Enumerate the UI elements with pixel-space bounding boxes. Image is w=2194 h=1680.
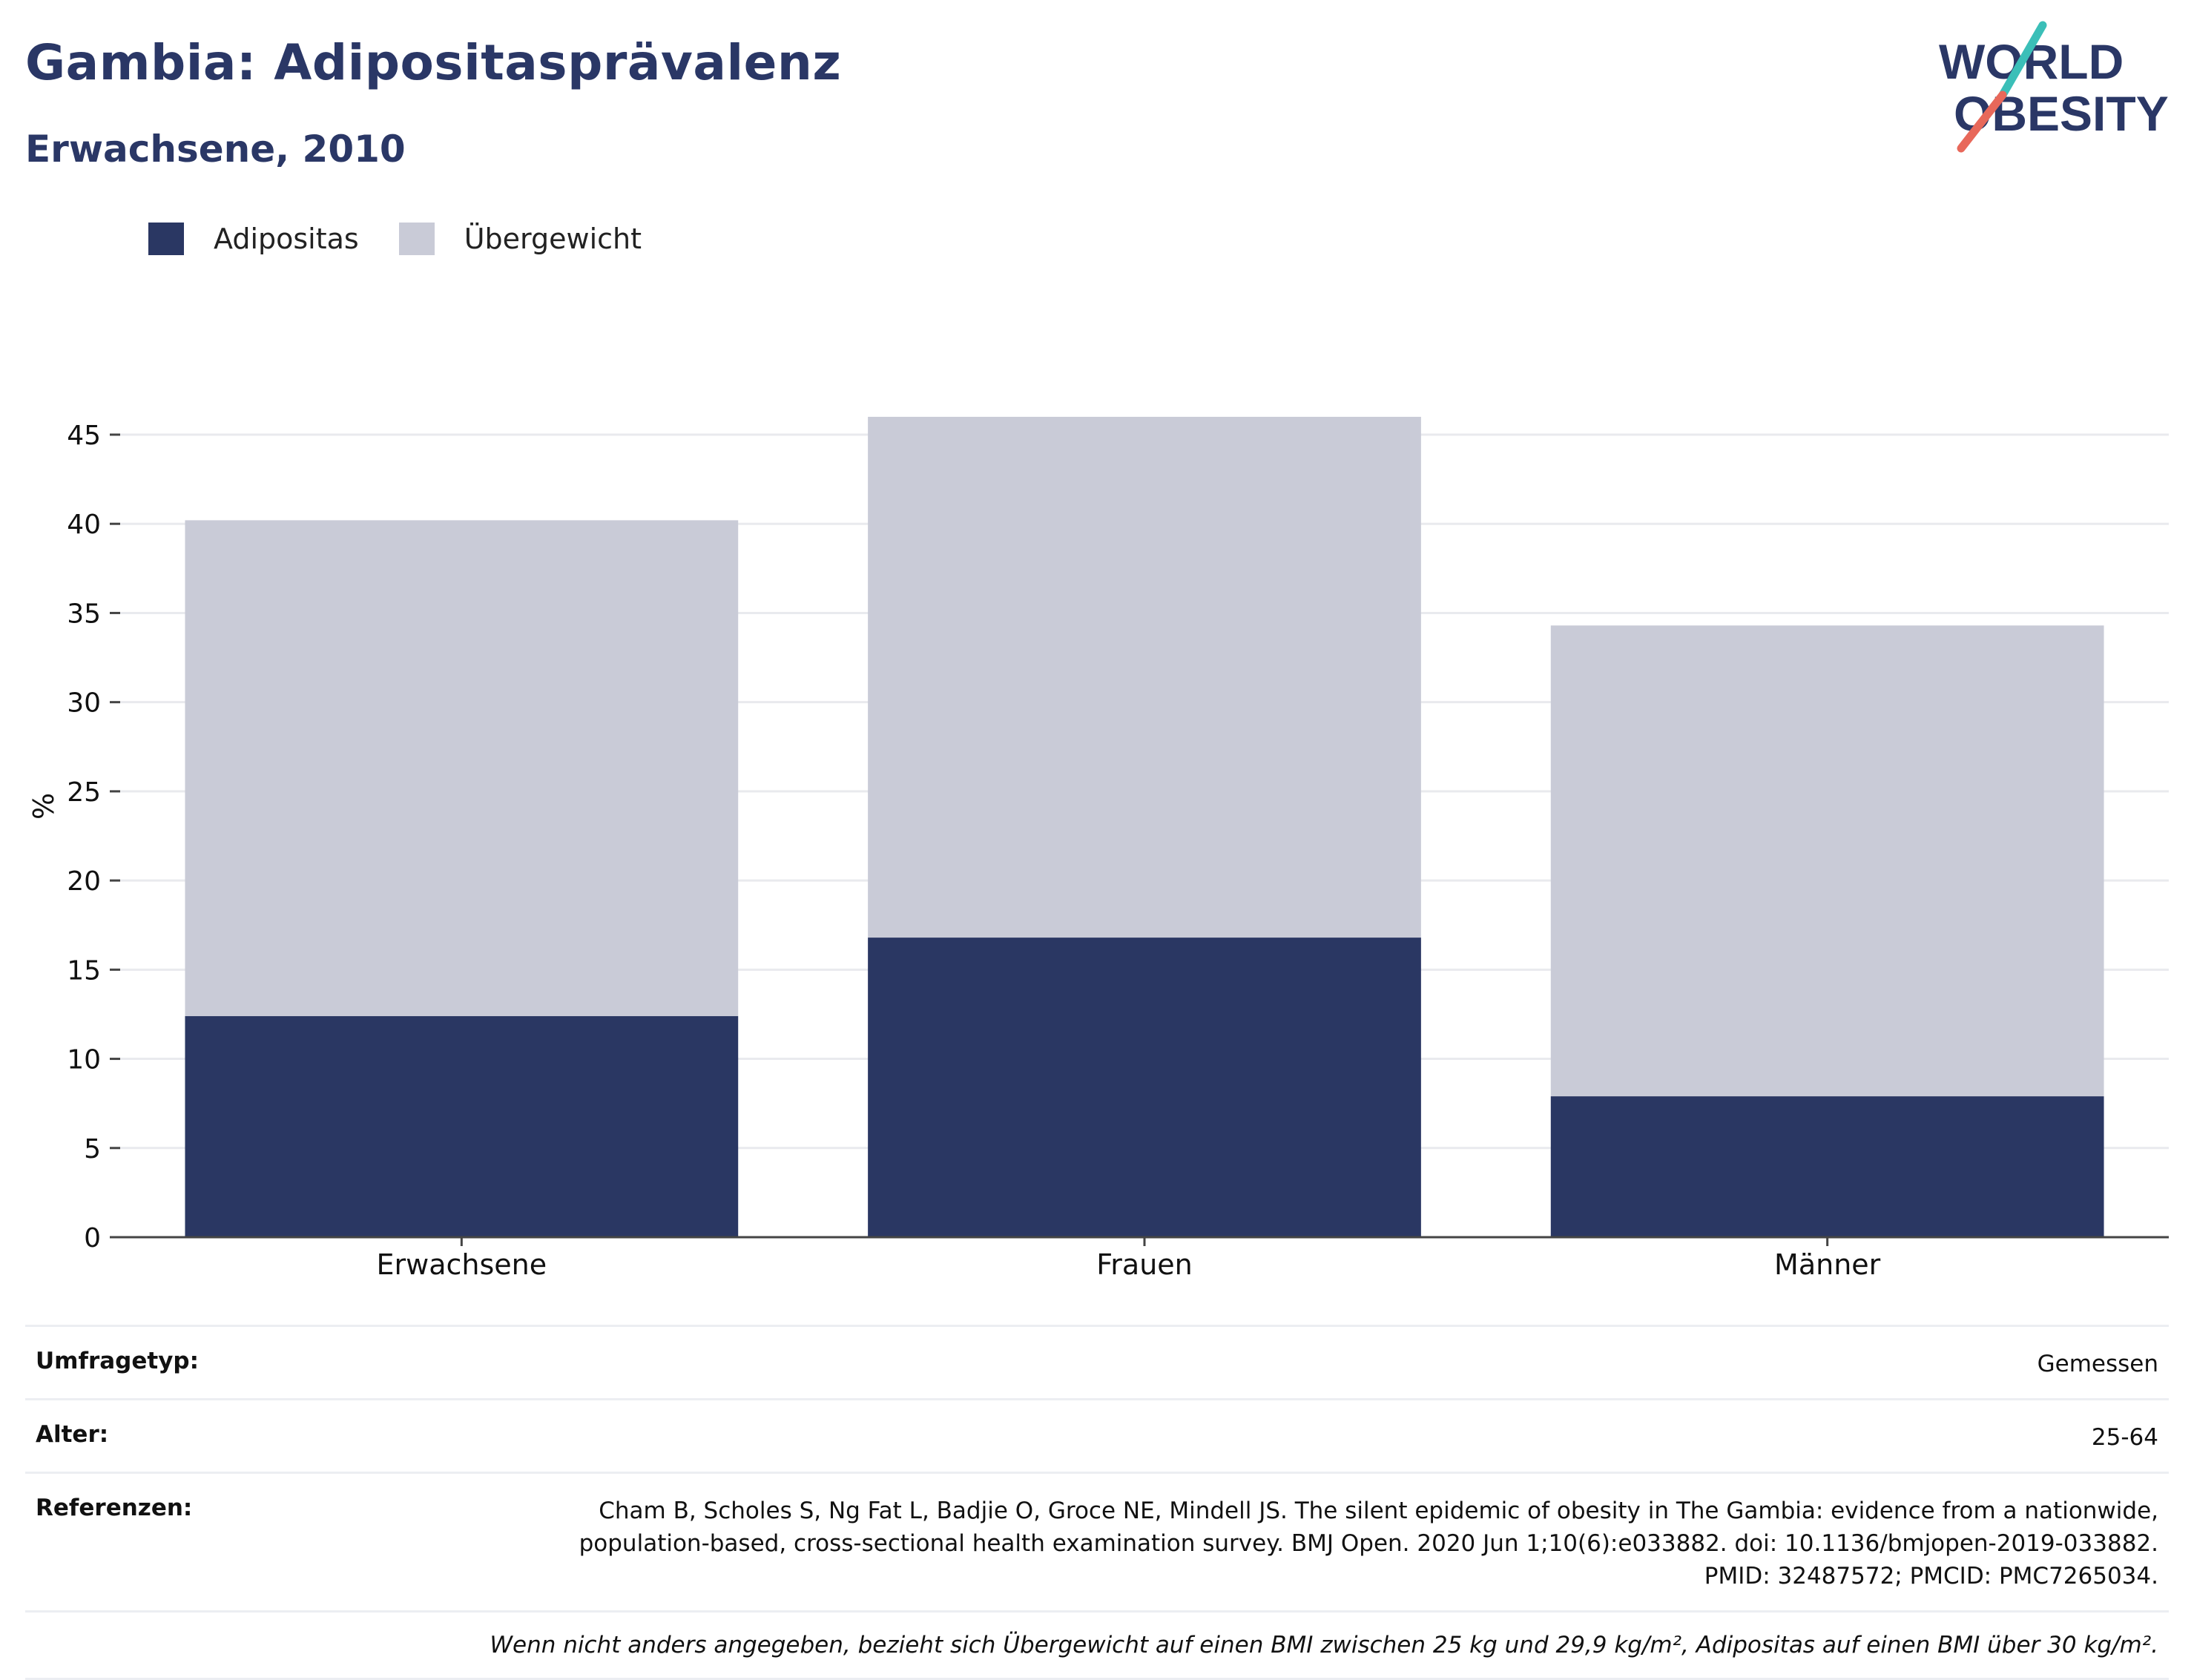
references-value: Cham B, Scholes S, Ng Fat L, Badjie O, G…	[579, 1498, 2158, 1590]
legend-label-adipositas: Adipositas	[214, 223, 359, 255]
legend-item-uebergewicht[interactable]: Übergewicht	[398, 223, 642, 255]
x-tick-label: Männer	[1774, 1248, 1881, 1281]
y-axis-ticks: 0 5 10 15 20 25 30 35 40 45	[67, 421, 120, 1254]
bar-adipositas-1[interactable]	[868, 938, 1421, 1237]
legend-swatch-adipositas	[148, 223, 184, 255]
chart-subtitle: Erwachsene, 2010	[25, 128, 406, 171]
y-tick-label: 20	[67, 866, 101, 897]
y-tick-label: 40	[67, 510, 101, 540]
references-label: Referenzen:	[36, 1495, 193, 1521]
world-obesity-logo: WORLD OBESITY	[1939, 21, 2169, 153]
age-value: 25-64	[2091, 1424, 2158, 1451]
y-tick-label: 0	[84, 1223, 101, 1254]
info-row-references: Referenzen: Cham B, Scholes S, Ng Fat L,…	[25, 1472, 2169, 1610]
info-table: Umfragetyp: Gemessen Alter: 25-64 Refere…	[25, 1325, 2169, 1680]
bar-uebergewicht-2[interactable]	[1550, 625, 2104, 1097]
chart-legend: Adipositas Übergewicht	[148, 223, 682, 255]
chart-bars	[185, 416, 2104, 1237]
y-tick-label: 10	[67, 1045, 101, 1075]
y-tick-label: 45	[67, 421, 101, 451]
age-label: Alter:	[36, 1421, 109, 1448]
info-row-age: Alter: 25-64	[25, 1398, 2169, 1472]
chart-title: Gambia: Adipositasprävalenz	[25, 34, 842, 91]
survey-type-label: Umfragetyp:	[36, 1348, 199, 1374]
y-tick-label: 35	[67, 599, 101, 629]
bar-adipositas-2[interactable]	[1550, 1096, 2104, 1237]
bar-adipositas-0[interactable]	[185, 1015, 739, 1237]
y-axis-label: %	[27, 793, 60, 820]
x-tick-label: Erwachsene	[377, 1248, 547, 1281]
x-tick-label: Frauen	[1096, 1248, 1193, 1281]
y-tick-label: 15	[67, 955, 101, 986]
bar-uebergewicht-0[interactable]	[185, 520, 739, 1016]
logo-slash-bottom	[1957, 90, 2007, 153]
logo-slash-top	[1998, 21, 2047, 99]
x-axis-ticks: Erwachsene Frauen Männer	[377, 1237, 1881, 1281]
legend-swatch-uebergewicht	[398, 223, 435, 255]
y-tick-label: 30	[67, 688, 101, 719]
legend-label-uebergewicht: Übergewicht	[464, 223, 642, 255]
info-row-survey-type: Umfragetyp: Gemessen	[25, 1325, 2169, 1398]
survey-type-value: Gemessen	[2037, 1351, 2158, 1377]
stacked-bar-chart: 0 5 10 15 20 25 30 35 40 45 Erwachsene Frauen Männe…	[27, 416, 2169, 1281]
y-tick-label: 25	[67, 777, 101, 808]
legend-item-adipositas[interactable]: Adipositas	[148, 223, 359, 255]
y-tick-label: 5	[84, 1134, 101, 1165]
bar-uebergewicht-1[interactable]	[868, 416, 1421, 938]
definition-note: Wenn nicht anders angegeben, bezieht sic…	[25, 1610, 2169, 1680]
